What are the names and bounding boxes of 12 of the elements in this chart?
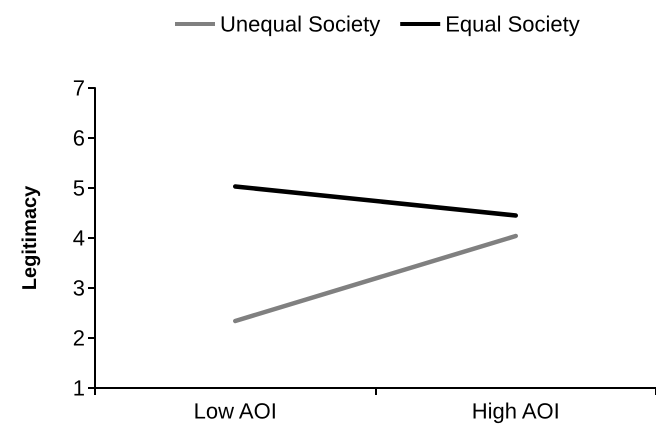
- y-tick-label: 1: [72, 376, 85, 400]
- legend-label: Equal Society: [445, 12, 580, 36]
- y-tick-label: 3: [72, 276, 85, 300]
- y-tick-label: 2: [72, 326, 85, 350]
- y-tick-label: 6: [72, 126, 85, 150]
- y-axis-title: Legitimacy: [19, 184, 41, 290]
- y-tick-label: 4: [72, 226, 85, 250]
- legend-label: Unequal Society: [220, 12, 380, 36]
- x-tick-label: Low AOI: [194, 398, 277, 424]
- x-tick-label: High AOI: [472, 398, 560, 424]
- y-tick-label: 7: [72, 76, 85, 100]
- y-tick-label: 5: [72, 176, 85, 200]
